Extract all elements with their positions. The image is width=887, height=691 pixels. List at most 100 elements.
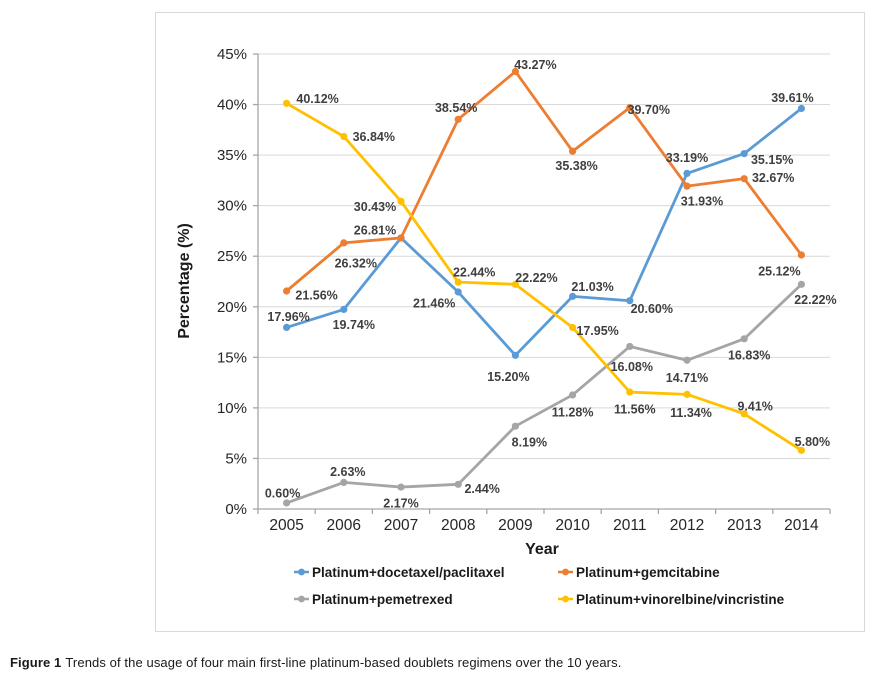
data-point-platinum-gemcitabine xyxy=(397,234,405,242)
figure-panel: 0% 5% 10% 15% 20% 25% 30% 35% 40% 45% 2005 2006 2007… xyxy=(155,12,865,632)
data-point-platinum-vinorelbine-vincristine xyxy=(683,390,691,398)
data-point-platinum-pemetrexed xyxy=(569,391,577,399)
series-line-platinum-vinorelbine-vincristine xyxy=(285,101,803,452)
data-point-platinum-docetaxel-paclitaxel xyxy=(740,149,748,158)
data-label-platinum-docetaxel-paclitaxel: 20.60% xyxy=(631,302,673,316)
y-tick-label: 0% xyxy=(225,501,247,518)
y-tick-label: 10% xyxy=(217,400,247,417)
legend-marker-dot-icon xyxy=(562,595,569,603)
data-point-platinum-vinorelbine-vincristine xyxy=(397,197,405,205)
data-point-platinum-vinorelbine-vincristine xyxy=(740,410,748,418)
figure-caption: Figure 1 Trends of the usage of four main… xyxy=(10,655,621,670)
data-point-platinum-docetaxel-paclitaxel xyxy=(340,305,348,314)
data-label-platinum-gemcitabine: 39.70% xyxy=(628,103,670,117)
x-tick-label: 2009 xyxy=(498,517,532,534)
y-tick-label: 20% xyxy=(217,299,247,316)
data-point-platinum-pemetrexed xyxy=(283,499,291,507)
data-label-platinum-pemetrexed: 16.08% xyxy=(611,360,653,374)
data-label-platinum-gemcitabine: 31.93% xyxy=(681,195,723,209)
x-tick-label: 2005 xyxy=(269,517,303,534)
data-label-platinum-gemcitabine: 43.27% xyxy=(514,58,556,72)
data-point-platinum-vinorelbine-vincristine xyxy=(340,132,348,141)
data-point-platinum-pemetrexed xyxy=(683,356,691,364)
y-tick-label: 15% xyxy=(217,349,247,366)
y-tick-label: 25% xyxy=(217,248,247,265)
data-label-platinum-gemcitabine: 26.32% xyxy=(335,256,377,270)
legend-label-platinum-vinorelbine-vincristine: Platinum+vinorelbine/vincristine xyxy=(576,592,785,607)
y-tick-label: 30% xyxy=(217,198,247,215)
data-point-platinum-vinorelbine-vincristine xyxy=(626,388,634,396)
data-point-platinum-docetaxel-paclitaxel xyxy=(511,351,519,359)
legend-item-platinum-docetaxel-paclitaxel xyxy=(294,568,309,576)
data-point-platinum-pemetrexed xyxy=(454,480,462,488)
data-point-platinum-docetaxel-paclitaxel xyxy=(283,323,291,332)
x-tick-label: 2014 xyxy=(784,517,819,534)
x-tick-label: 2007 xyxy=(384,517,418,534)
data-label-platinum-vinorelbine-vincristine: 22.22% xyxy=(515,271,557,285)
y-tick-label: 45% xyxy=(217,46,247,63)
data-label-platinum-docetaxel-paclitaxel: 33.19% xyxy=(666,151,708,165)
data-label-platinum-gemcitabine: 21.56% xyxy=(295,289,337,303)
data-point-platinum-docetaxel-paclitaxel xyxy=(797,104,806,113)
data-point-platinum-gemcitabine xyxy=(283,287,291,295)
figure-caption-text: Trends of the usage of four main first-l… xyxy=(65,655,622,670)
data-label-platinum-vinorelbine-vincristine: 5.80% xyxy=(795,435,830,449)
figure-caption-label: Figure 1 xyxy=(10,655,62,670)
data-label-platinum-vinorelbine-vincristine: 9.41% xyxy=(737,399,772,413)
data-point-platinum-docetaxel-paclitaxel xyxy=(626,297,634,305)
x-tick-label: 2008 xyxy=(441,517,475,534)
data-label-platinum-pemetrexed: 11.28% xyxy=(552,405,594,419)
data-point-platinum-gemcitabine xyxy=(683,182,691,190)
series-line-platinum-pemetrexed xyxy=(285,282,803,505)
data-label-platinum-pemetrexed: 14.71% xyxy=(666,371,708,385)
data-label-platinum-docetaxel-paclitaxel: 21.03% xyxy=(571,280,613,294)
data-point-platinum-vinorelbine-vincristine xyxy=(569,323,577,332)
data-label-platinum-vinorelbine-vincristine: 22.44% xyxy=(453,266,495,280)
data-point-platinum-vinorelbine-vincristine xyxy=(454,278,462,286)
data-point-platinum-gemcitabine xyxy=(569,147,577,155)
x-tick-label: 2013 xyxy=(727,517,761,534)
data-label-platinum-gemcitabine: 38.54% xyxy=(435,101,477,115)
data-label-platinum-vinorelbine-vincristine: 17.95% xyxy=(576,324,618,338)
data-label-platinum-docetaxel-paclitaxel: 35.15% xyxy=(751,153,793,167)
data-label-platinum-vinorelbine-vincristine: 11.56% xyxy=(614,403,656,417)
data-label-platinum-vinorelbine-vincristine: 11.34% xyxy=(670,406,712,420)
data-label-platinum-pemetrexed: 8.19% xyxy=(512,436,547,450)
y-tick-label: 5% xyxy=(225,450,247,467)
data-label-platinum-docetaxel-paclitaxel: 17.96% xyxy=(267,310,309,324)
legend-item-platinum-pemetrexed xyxy=(294,595,309,603)
data-label-platinum-pemetrexed: 2.44% xyxy=(464,482,499,496)
data-label-platinum-docetaxel-paclitaxel: 19.74% xyxy=(333,318,375,332)
data-point-platinum-gemcitabine xyxy=(740,175,748,183)
y-tick-label: 40% xyxy=(217,97,247,114)
data-point-platinum-gemcitabine xyxy=(511,67,519,76)
data-point-platinum-vinorelbine-vincristine xyxy=(797,446,806,454)
legend-marker-dot-icon xyxy=(298,595,305,603)
x-tick-label: 2010 xyxy=(555,517,590,534)
data-label-platinum-gemcitabine: 32.67% xyxy=(752,171,794,185)
legend-item-platinum-vinorelbine-vincristine xyxy=(558,595,573,603)
data-label-platinum-docetaxel-paclitaxel: 15.20% xyxy=(487,370,529,384)
data-label-platinum-pemetrexed: 22.22% xyxy=(794,293,836,307)
data-label-platinum-docetaxel-paclitaxel: 21.46% xyxy=(413,297,455,311)
series-line-platinum-docetaxel-paclitaxel xyxy=(285,107,803,357)
x-tick-label: 2011 xyxy=(613,517,646,534)
data-point-platinum-pemetrexed xyxy=(740,335,748,343)
data-point-platinum-pemetrexed xyxy=(340,478,348,487)
data-point-platinum-vinorelbine-vincristine xyxy=(283,99,291,107)
x-axis-title: Year xyxy=(525,541,559,558)
data-point-platinum-docetaxel-paclitaxel xyxy=(569,292,577,300)
data-point-platinum-pemetrexed xyxy=(797,280,806,288)
data-point-platinum-gemcitabine xyxy=(340,239,348,247)
data-point-platinum-pemetrexed xyxy=(397,483,405,491)
legend-label-platinum-gemcitabine: Platinum+gemcitabine xyxy=(576,565,720,580)
data-label-platinum-gemcitabine: 25.12% xyxy=(758,265,800,279)
data-point-platinum-vinorelbine-vincristine xyxy=(511,280,519,288)
data-label-platinum-pemetrexed: 2.63% xyxy=(330,465,365,479)
data-label-platinum-vinorelbine-vincristine: 40.12% xyxy=(296,92,338,106)
data-label-platinum-pemetrexed: 2.17% xyxy=(383,497,418,511)
data-point-platinum-docetaxel-paclitaxel xyxy=(454,288,462,296)
series-line-platinum-gemcitabine xyxy=(285,70,803,293)
data-label-platinum-docetaxel-paclitaxel: 39.61% xyxy=(771,91,813,105)
data-label-platinum-gemcitabine: 35.38% xyxy=(555,159,597,173)
